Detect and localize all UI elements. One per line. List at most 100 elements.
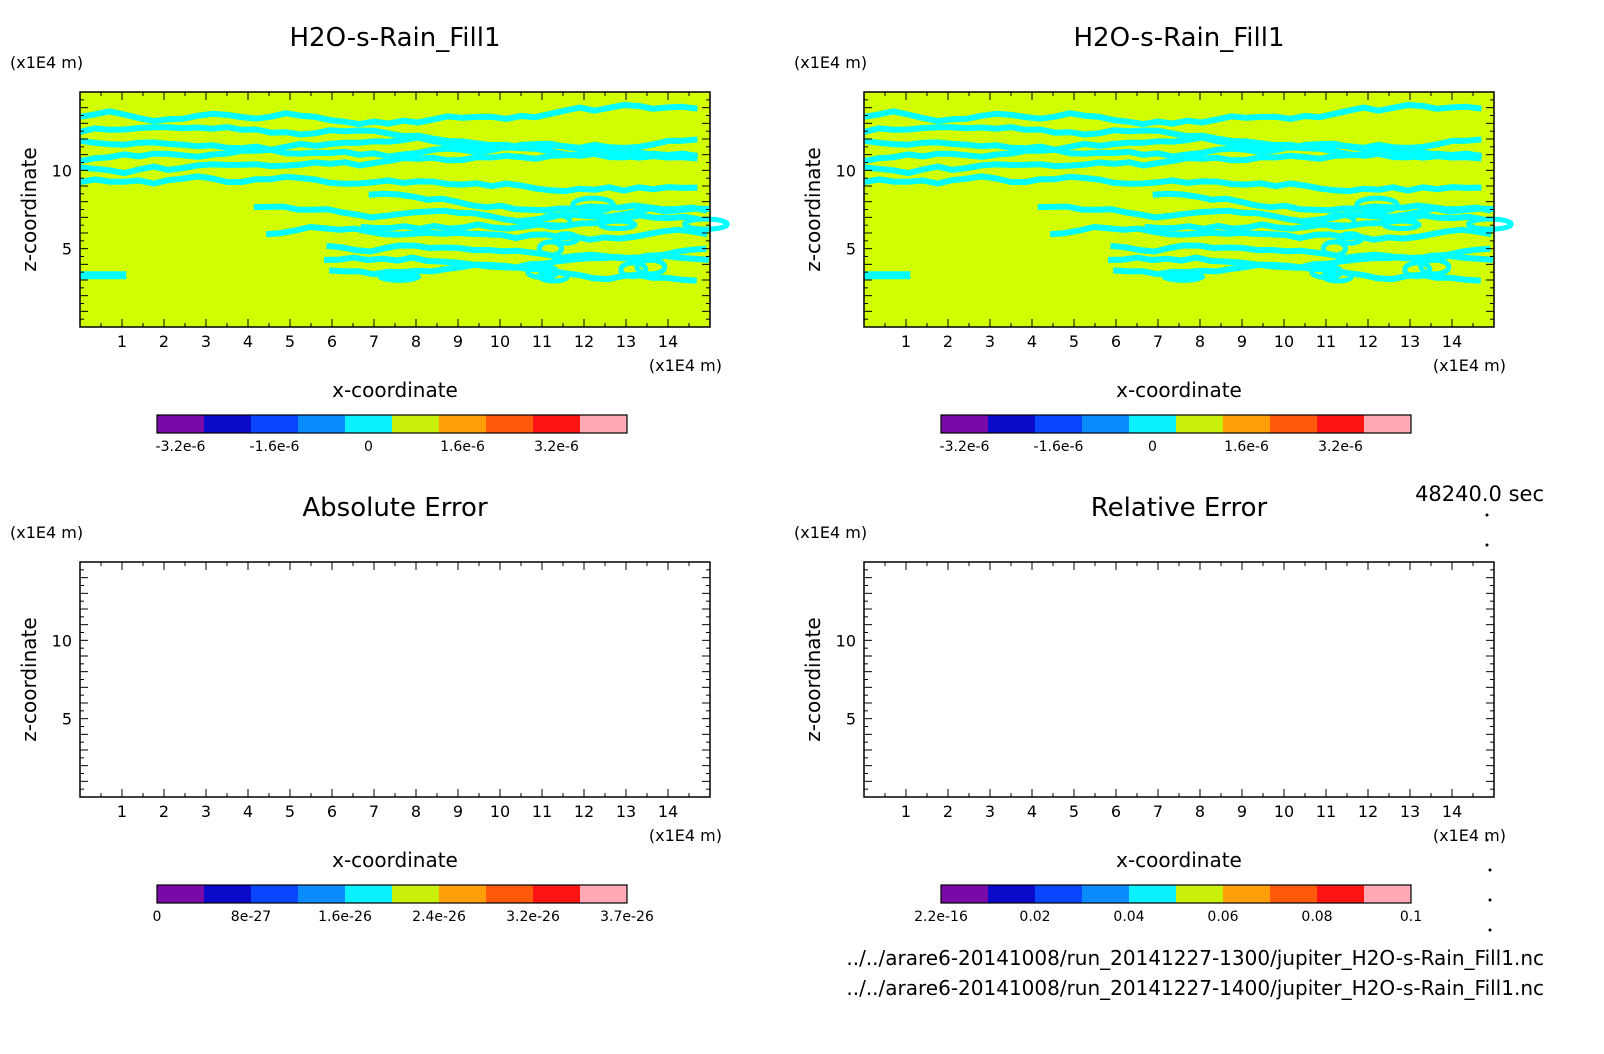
contour-pocket xyxy=(377,270,422,283)
colorbar-swatch xyxy=(439,885,487,903)
colorbar-swatch xyxy=(1176,415,1224,433)
y-axis-label: z-coordinate xyxy=(17,147,41,271)
x-unit-label: (x1E4 m) xyxy=(1433,826,1506,845)
x-tick-label: 11 xyxy=(532,332,552,351)
colorbar-swatch xyxy=(298,415,346,433)
chart-title: Absolute Error xyxy=(302,493,488,523)
x-tick-label: 3 xyxy=(985,802,995,821)
colorbar-swatch xyxy=(345,415,393,433)
x-unit-label: (x1E4 m) xyxy=(649,826,722,845)
x-tick-label: 1 xyxy=(117,332,127,351)
x-tick-label: 10 xyxy=(1274,802,1294,821)
colorbar-swatch xyxy=(580,885,628,903)
y-tick-label: 10 xyxy=(836,631,856,650)
x-tick-label: 7 xyxy=(369,332,379,351)
y-unit-label: (x1E4 m) xyxy=(794,523,867,542)
x-tick-label: 4 xyxy=(243,802,253,821)
contour-band xyxy=(360,212,700,232)
x-axis-label: x-coordinate xyxy=(332,848,458,872)
x-tick-label: 13 xyxy=(616,332,636,351)
colorbar-swatch xyxy=(486,415,534,433)
x-tick-label: 1 xyxy=(901,802,911,821)
contour-pocket xyxy=(634,257,668,277)
colorbar-swatch xyxy=(941,885,989,903)
colorbar-label: 2.2e-16 xyxy=(914,909,968,925)
colorbar-label: 0 xyxy=(153,909,162,925)
colorbar-swatch xyxy=(1129,885,1177,903)
contour-pocket xyxy=(570,195,616,215)
x-tick-label: 11 xyxy=(1316,802,1336,821)
contour-pocket xyxy=(537,212,573,230)
colorbar-swatch xyxy=(251,415,299,433)
margin-dot xyxy=(1485,513,1489,517)
contour-band xyxy=(253,203,710,225)
y-tick-label: 10 xyxy=(836,161,856,180)
contour-pocket xyxy=(537,269,571,284)
x-unit-label: (x1E4 m) xyxy=(1433,356,1506,375)
colorbar-label: 0 xyxy=(364,439,373,455)
x-tick-label: 7 xyxy=(1153,332,1163,351)
x-tick-label: 13 xyxy=(616,802,636,821)
y-tick-label: 5 xyxy=(62,240,72,259)
colorbar-label: 3.7e-26 xyxy=(600,909,654,925)
contour-band xyxy=(863,173,1482,195)
y-unit-label: (x1E4 m) xyxy=(794,53,867,72)
x-tick-label: 14 xyxy=(1442,802,1462,821)
colorbar-swatch xyxy=(1082,415,1130,433)
time-label: 48240.0 sec xyxy=(1415,482,1544,506)
colorbar-label: 3.2e-6 xyxy=(1318,439,1363,455)
contour-band xyxy=(863,124,1482,151)
colorbar-label: 0 xyxy=(1148,439,1157,455)
x-tick-label: 4 xyxy=(1027,802,1037,821)
x-tick-label: 2 xyxy=(943,802,953,821)
colorbar-frame xyxy=(156,884,628,904)
y-tick-label: 10 xyxy=(52,161,72,180)
x-tick-label: 6 xyxy=(327,332,337,351)
margin-dot xyxy=(1485,543,1489,547)
colorbar-label: 1.6e-6 xyxy=(440,439,485,455)
x-tick-label: 14 xyxy=(1442,332,1462,351)
colorbar-swatch xyxy=(204,415,252,433)
contour-band xyxy=(79,102,698,128)
chart-title: H2O-s-Rain_Fill1 xyxy=(290,23,501,53)
colorbar-swatch xyxy=(486,885,534,903)
x-tick-label: 9 xyxy=(1237,802,1247,821)
x-tick-label: 4 xyxy=(243,332,253,351)
colorbar-frame xyxy=(940,884,1412,904)
x-tick-label: 14 xyxy=(658,802,678,821)
x-tick-label: 10 xyxy=(490,802,510,821)
y-axis-label: z-coordinate xyxy=(17,617,41,741)
contour-band xyxy=(1049,224,1492,243)
colorbar-swatch xyxy=(1176,885,1224,903)
colorbar-label: 1.6e-26 xyxy=(318,909,372,925)
x-tick-label: 2 xyxy=(159,802,169,821)
colorbar-frame xyxy=(940,414,1412,434)
x-tick-label: 2 xyxy=(943,332,953,351)
colorbar-swatch xyxy=(1270,885,1318,903)
x-tick-label: 7 xyxy=(1153,802,1163,821)
margin-dot xyxy=(1488,928,1492,932)
colorbar-swatch xyxy=(533,415,581,433)
chart-title: Relative Error xyxy=(1091,493,1268,523)
colorbar-label: 0.02 xyxy=(1019,909,1050,925)
colorbar-swatch xyxy=(1035,415,1083,433)
colorbar-swatch xyxy=(988,415,1036,433)
colorbar-swatch xyxy=(345,885,393,903)
contour-band xyxy=(1144,212,1484,232)
x-tick-label: 3 xyxy=(201,332,211,351)
x-tick-label: 6 xyxy=(1111,802,1121,821)
contour-pocket xyxy=(536,239,564,258)
x-tick-label: 1 xyxy=(117,802,127,821)
x-tick-label: 10 xyxy=(490,332,510,351)
colorbar-swatch xyxy=(1082,885,1130,903)
x-axis-label: x-coordinate xyxy=(332,378,458,402)
contour-band xyxy=(265,224,708,243)
colorbar-swatch xyxy=(157,885,205,903)
colorbar-label: 0.1 xyxy=(1400,909,1422,925)
colorbar-swatch xyxy=(204,885,252,903)
colorbar-swatch xyxy=(1223,415,1271,433)
x-tick-label: 4 xyxy=(1027,332,1037,351)
x-tick-label: 5 xyxy=(285,332,295,351)
y-unit-label: (x1E4 m) xyxy=(10,523,83,542)
colorbar-label: 1.6e-6 xyxy=(1224,439,1269,455)
